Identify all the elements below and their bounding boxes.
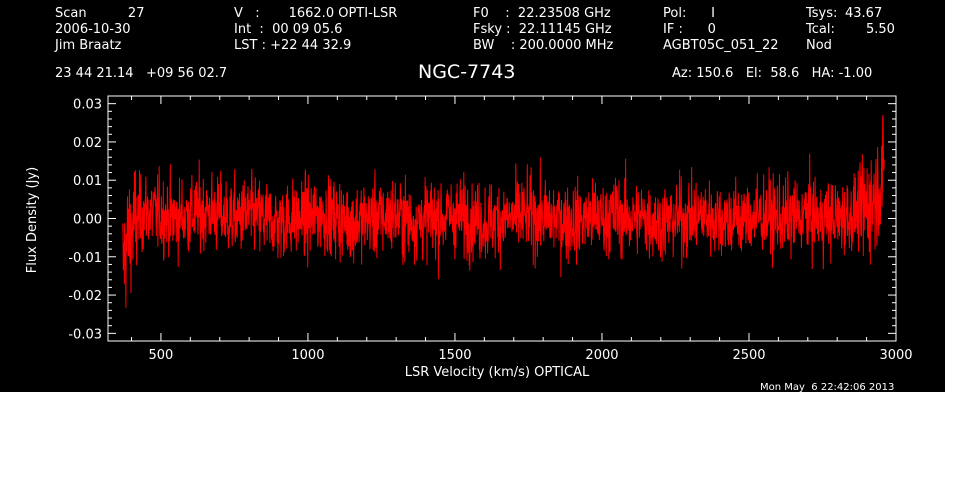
axis-tick-labels: 500 1000 1500 2000 2500 3000 -0.03 -0.02 -0.01 0.…: [68, 98, 912, 363]
observer-label: Jim Braatz: [55, 38, 122, 53]
x-axis-label: LSR Velocity (km/s) OPTICAL: [405, 365, 590, 380]
project-label: AGBT05C_051_22: [663, 38, 779, 53]
if-label: IF : 0: [663, 22, 716, 37]
x-tick-label: 2000: [585, 348, 618, 363]
axis-ticks: [108, 96, 897, 341]
sky-frequency-label: Fsky : 22.11145 GHz: [473, 22, 612, 37]
x-tick-label: 1500: [438, 348, 471, 363]
y-tick-label: -0.01: [68, 251, 102, 266]
source-coordinates: 23 44 21.14 +09 56 02.7: [55, 66, 228, 81]
polarization-label: Pol: I: [663, 6, 715, 21]
bandwidth-label: BW : 200.0000 MHz: [473, 38, 614, 53]
x-tick-label: 2500: [732, 348, 765, 363]
velocity-label: V : 1662.0 OPTI-LSR: [234, 6, 398, 21]
y-tick-label: 0.01: [73, 174, 102, 189]
rest-frequency-label: F0 : 22.23508 GHz: [473, 6, 611, 21]
tsys-label: Tsys:: [806, 6, 838, 21]
y-tick-label: -0.03: [68, 327, 102, 342]
spectrum-trace: [122, 115, 885, 308]
x-tick-label: 1000: [291, 348, 324, 363]
lst-label: LST : +22 44 32.9: [234, 38, 352, 53]
x-tick-label: 3000: [879, 348, 912, 363]
y-tick-label: 0.00: [73, 213, 102, 228]
source-name: NGC-7743: [418, 61, 516, 83]
tsys-value: 43.67: [845, 6, 883, 21]
y-axis-label: Flux Density (Jy): [25, 167, 40, 273]
scan-label: Scan 27: [55, 6, 145, 21]
pointing-info: Az: 150.6 El: 58.6 HA: -1.00: [672, 66, 873, 81]
procedure-label: Nod: [806, 38, 832, 53]
date-label: 2006-10-30: [55, 22, 131, 37]
y-tick-label: 0.03: [73, 98, 102, 113]
y-tick-label: 0.02: [73, 136, 102, 151]
integration-label: Int : 00 09 05.6: [234, 22, 343, 37]
tcal-label: Tcal:: [806, 22, 835, 37]
tcal-value: 5.50: [866, 22, 895, 37]
timestamp: Mon May 6 22:42:06 2013: [760, 382, 895, 393]
y-tick-label: -0.02: [68, 289, 102, 304]
x-tick-label: 500: [149, 348, 174, 363]
spectrum-chart: 500 1000 1500 2000 2500 3000 -0.03 -0.02 -0.01 0.…: [25, 95, 913, 380]
